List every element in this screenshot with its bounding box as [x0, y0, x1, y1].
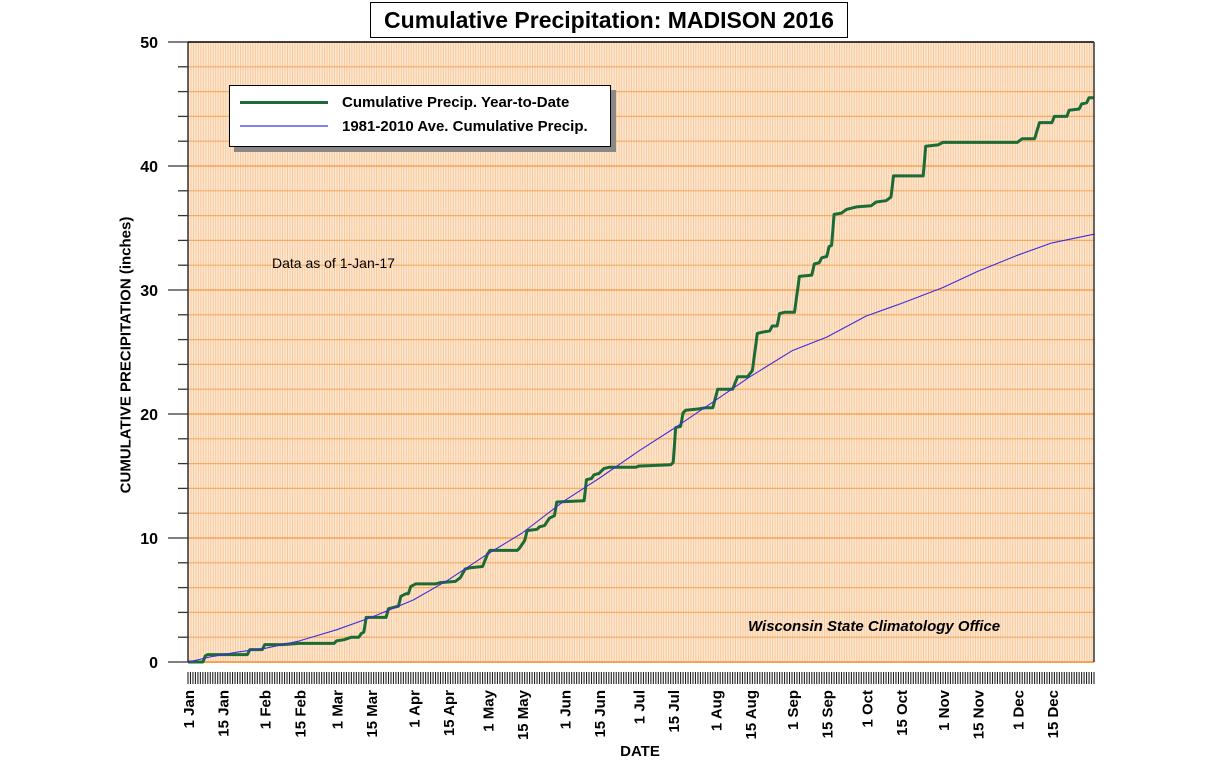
legend-swatch-average [240, 125, 328, 127]
legend-label-ytd: Cumulative Precip. Year-to-Date [342, 93, 570, 111]
x-tick-label: 1 Jan [181, 690, 198, 728]
y-tick-label: 20 [140, 407, 158, 424]
x-tick-label: 15 Sep [820, 690, 837, 738]
legend-item-ytd: Cumulative Precip. Year-to-Date [240, 92, 569, 112]
x-tick-label: 1 Oct [859, 690, 876, 728]
x-tick-label: 1 Apr [406, 690, 423, 728]
legend-item-average: 1981-2010 Ave. Cumulative Precip. [240, 116, 588, 136]
source-credit: Wisconsin State Climatology Office [748, 618, 1001, 635]
x-tick-label: 1 May [481, 689, 498, 731]
x-tick-label: 1 Sep [785, 690, 802, 730]
y-tick-label: 10 [140, 531, 158, 548]
x-tick-label: 15 Dec [1045, 690, 1062, 738]
data-as-of-annotation: Data as of 1-Jan-17 [272, 255, 395, 271]
series-layer [187, 96, 1095, 664]
x-tick-label: 1 Aug [708, 690, 725, 731]
chart-title: Cumulative Precipitation: MADISON 2016 [370, 2, 848, 38]
x-tick-label: 15 Jul [666, 690, 683, 733]
x-tick-label: 15 Mar [364, 690, 381, 738]
series-line-ytd [188, 96, 1094, 664]
y-axis-label: CUMULATIVE PRECIPITATION (inches) [117, 216, 135, 494]
x-axis-label: DATE [620, 743, 660, 760]
gridlines [188, 66, 1094, 663]
legend: Cumulative Precip. Year-to-Date 1981-201… [229, 85, 611, 147]
x-tick-label: 1 Mar [330, 690, 347, 729]
x-tick-label: 1 Jul [632, 690, 649, 724]
x-tick-label: 15 Jun [592, 690, 609, 738]
x-tick-label: 15 Apr [441, 690, 458, 736]
x-tick-label: 1 Nov [936, 689, 953, 731]
x-tick-label: 1 Dec [1010, 690, 1027, 730]
legend-swatch-ytd [240, 100, 328, 104]
legend-label-average: 1981-2010 Ave. Cumulative Precip. [342, 117, 588, 135]
x-tick-label: 15 Oct [894, 690, 911, 736]
y-tick-label: 0 [149, 655, 158, 672]
y-tick-label: 50 [140, 35, 158, 52]
y-tick-label: 30 [140, 283, 158, 300]
series-line-average [187, 233, 1095, 663]
x-tick-label: 15 Feb [292, 690, 309, 738]
y-tick-label: 40 [140, 159, 158, 176]
x-tick-label: 1 Jun [557, 690, 574, 729]
x-tick-label: 15 Aug [743, 690, 760, 739]
x-tick-label: 15 Jan [216, 690, 233, 737]
x-tick-label: 15 Nov [971, 689, 988, 739]
x-tick-label: 15 May [515, 689, 532, 740]
x-tick-label: 1 Feb [258, 690, 275, 729]
axes: 0 10 20 30 40 50 1 Jan 15 Jan 1 Feb 15 Feb 1 Mar 15… [140, 35, 1095, 740]
